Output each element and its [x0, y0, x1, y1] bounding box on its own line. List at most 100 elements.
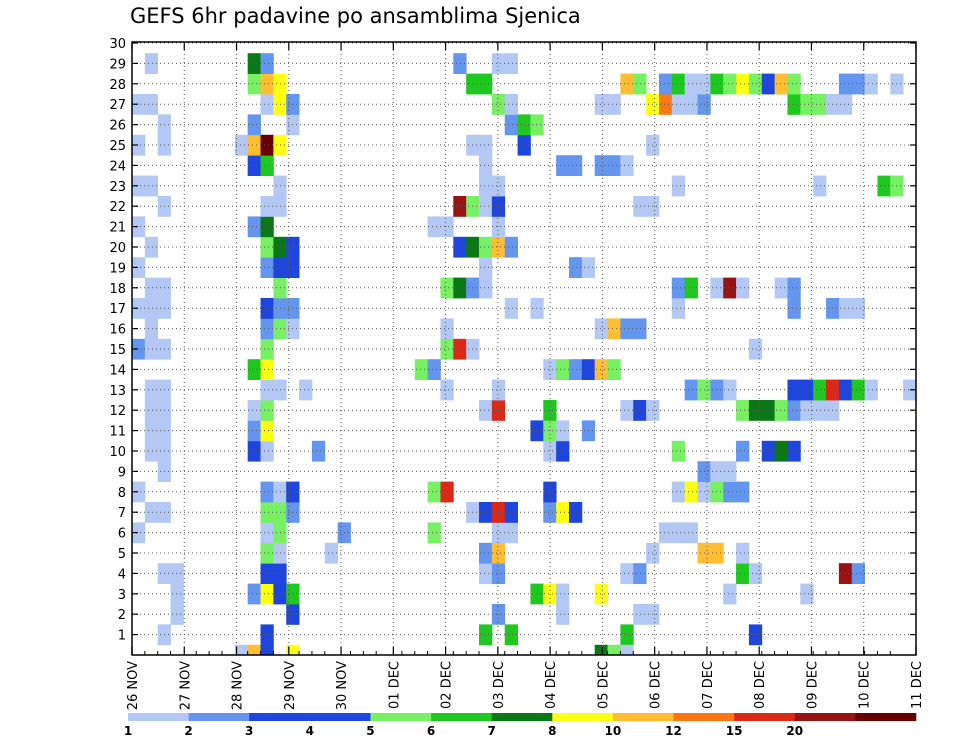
gridlines-layer	[132, 42, 916, 655]
cell	[427, 481, 441, 503]
cell	[440, 338, 454, 360]
x-tick-label: 03 DEC	[492, 661, 507, 709]
y-tick-label: 2	[118, 608, 126, 623]
colorbar-label: 7	[488, 724, 496, 738]
cell	[736, 481, 750, 503]
cell	[491, 604, 506, 625]
y-tick-label: 17	[109, 302, 126, 317]
y-tick-label: 15	[109, 343, 126, 358]
colorbar-swatch	[734, 713, 796, 721]
x-tick-label: 11 DEC	[910, 661, 925, 709]
cell	[620, 155, 634, 176]
cell	[234, 644, 249, 655]
colorbar: 1 2 3 4 5 6 7 8 10 12 15 20	[124, 713, 917, 738]
cell	[479, 73, 493, 95]
cell	[260, 583, 274, 605]
cell	[427, 216, 441, 238]
cell	[479, 155, 493, 176]
cell	[620, 563, 634, 584]
x-axis: 26 NOV 27 NOV 28 NOV 29 NOV 30 NOV 01 DEC 02 D…	[126, 42, 925, 710]
cell	[144, 420, 159, 442]
colorbar-swatch	[794, 713, 856, 721]
cell	[491, 379, 506, 401]
x-tick-label: 30 NOV	[335, 661, 350, 710]
cell	[543, 359, 557, 380]
cell	[247, 53, 261, 74]
cell	[774, 73, 788, 95]
cell	[247, 134, 261, 156]
cell	[260, 134, 274, 156]
cell	[633, 196, 647, 217]
cell	[132, 134, 146, 156]
cell	[453, 277, 467, 299]
cell	[530, 583, 544, 605]
colorbar-label: 5	[366, 724, 374, 738]
colorbar-label: 2	[184, 724, 192, 738]
cell	[723, 481, 737, 503]
cell	[556, 583, 570, 605]
cell	[684, 379, 698, 401]
cell	[568, 502, 583, 523]
cell	[260, 420, 274, 442]
cell	[736, 563, 750, 584]
cell	[247, 583, 261, 605]
cell	[530, 114, 544, 136]
colorbar-swatch	[188, 713, 250, 721]
y-tick-label: 9	[118, 465, 126, 480]
cell	[491, 522, 506, 544]
cell	[144, 53, 159, 74]
cell	[504, 298, 518, 319]
chart-title: GEFS 6hr padavine po ansamblima Sjenica	[130, 4, 581, 28]
cell	[324, 542, 339, 564]
y-tick-label: 16	[109, 323, 126, 338]
colorbar-label: 8	[548, 724, 556, 738]
cell	[144, 94, 159, 115]
cell	[671, 277, 686, 299]
cell	[684, 481, 698, 503]
cell	[594, 318, 608, 340]
cell	[723, 73, 737, 95]
cell	[479, 196, 493, 217]
cell	[774, 440, 788, 462]
cell	[723, 461, 737, 482]
cell	[440, 216, 454, 238]
cell	[144, 318, 159, 340]
cell	[247, 216, 261, 238]
cell	[132, 522, 146, 544]
y-tick-label: 5	[118, 547, 126, 562]
cell	[864, 73, 878, 95]
x-tick-label: 26 NOV	[126, 661, 141, 710]
cell	[260, 522, 274, 544]
cell	[736, 440, 750, 462]
cell	[530, 420, 544, 442]
cell	[260, 236, 274, 258]
cell	[594, 94, 608, 115]
y-tick-label: 22	[109, 200, 126, 215]
y-tick-label: 1	[118, 629, 126, 644]
colorbar-swatch	[612, 713, 674, 721]
colorbar-label: 20	[786, 724, 803, 738]
x-tick-label: 09 DEC	[805, 661, 820, 709]
cell	[684, 522, 698, 544]
cell	[787, 73, 801, 95]
cell	[671, 73, 686, 95]
cell	[491, 563, 506, 584]
cell	[260, 481, 274, 503]
cell	[170, 604, 184, 625]
colorbar-label: 3	[245, 724, 253, 738]
cell	[620, 73, 634, 95]
cell	[813, 379, 827, 401]
cell	[607, 155, 621, 176]
cell	[633, 563, 647, 584]
cell	[286, 644, 300, 655]
cell	[800, 400, 814, 421]
cell	[800, 94, 814, 115]
cell	[568, 257, 583, 278]
cell	[723, 277, 737, 299]
cell	[479, 542, 493, 564]
y-tick-label: 30	[109, 37, 126, 52]
cell	[260, 338, 274, 360]
cell	[260, 53, 274, 74]
cell	[633, 73, 647, 95]
cell	[491, 94, 506, 115]
